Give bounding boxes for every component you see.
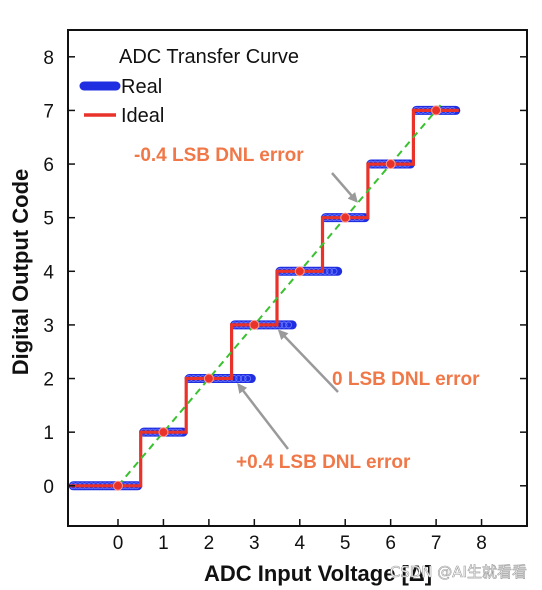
annotation-arrow (237, 382, 289, 450)
y-tick-label: 2 (43, 370, 54, 391)
y-tick-label: 1 (43, 423, 54, 444)
legend-title: ADC Transfer Curve (119, 46, 299, 68)
x-tick-label: 7 (431, 533, 442, 554)
y-tick-label: 3 (43, 316, 54, 337)
real-marker (239, 375, 247, 382)
code-center-point (385, 159, 396, 170)
annotation-label: +0.4 LSB DNL error (236, 452, 411, 473)
real-marker (280, 321, 288, 329)
annotation-label: -0.4 LSB DNL error (134, 145, 304, 166)
plot-area (67, 29, 528, 527)
code-center-point (249, 319, 260, 330)
x-tick-label: 2 (204, 533, 215, 554)
annotation-arrow (277, 329, 339, 393)
x-tick-label: 3 (249, 533, 260, 554)
annotations: -0.4 LSB DNL error 0 LSB DNL error +0.4 LS… (134, 145, 480, 473)
y-tick-label: 7 (43, 101, 54, 122)
x-tick-label: 4 (294, 533, 305, 554)
y-axis-title: Digital Output Code (8, 169, 33, 376)
real-marker (285, 321, 293, 329)
code-center-point (294, 266, 305, 277)
legend-ideal-label: Ideal (121, 105, 164, 127)
x-tick-label: 5 (340, 533, 351, 554)
y-tick-label: 6 (43, 155, 54, 176)
code-center-point (112, 480, 123, 491)
x-tick-label: 1 (158, 533, 169, 554)
code-center-point (158, 427, 169, 438)
legend-real-label: Real (121, 76, 162, 98)
code-center-point (340, 212, 351, 223)
code-center-point (203, 373, 214, 384)
y-tick-label: 5 (43, 209, 54, 230)
axis-ticks: 0 1 2 3 4 5 6 7 8 0 1 2 3 4 5 6 7 8 (43, 48, 527, 554)
x-tick-label: 8 (476, 533, 487, 554)
real-marker (235, 375, 243, 382)
annotation-arrow (331, 172, 358, 203)
real-marker (326, 267, 333, 275)
y-tick-label: 4 (43, 262, 54, 283)
x-axis-title: ADC Input Voltage [Δ] (204, 561, 432, 586)
plot-frame (67, 29, 528, 527)
x-tick-label: 0 (113, 533, 124, 554)
y-tick-label: 8 (43, 48, 54, 69)
watermark-text: CSDN @AI生就看看 (390, 563, 527, 581)
y-tick-label: 0 (43, 477, 54, 498)
real-marker (330, 267, 338, 275)
real-marker (244, 375, 252, 382)
x-tick-label: 6 (385, 533, 396, 554)
annotation-label: 0 LSB DNL error (332, 369, 480, 390)
legend: ADC Transfer Curve Real Ideal (79, 40, 299, 132)
code-center-point (431, 105, 442, 116)
